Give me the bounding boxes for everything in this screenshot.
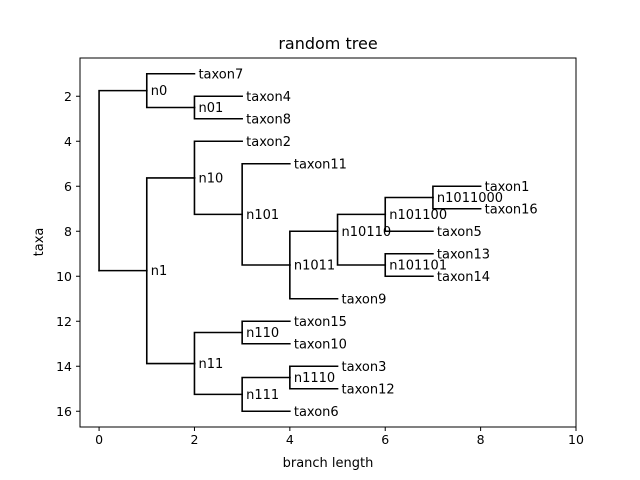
branch-n01-taxon8 (193, 106, 243, 120)
tree-edges (98, 72, 482, 413)
node-label-taxon8: taxon8 (246, 112, 291, 127)
node-label-n0: n0 (151, 84, 168, 99)
node-label-n10110: n10110 (342, 225, 392, 240)
branch-n101100-taxon5 (384, 213, 434, 233)
node-label-taxon6: taxon6 (294, 405, 339, 420)
node-label-taxon3: taxon3 (342, 360, 387, 375)
branch-n111-n1110 (241, 376, 291, 396)
branch-n1-n10 (145, 177, 196, 272)
branch-n1110-taxon12 (289, 376, 339, 390)
y-tick-label: 4 (64, 134, 72, 149)
x-tick-label: 10 (568, 432, 584, 447)
node-label-taxon4: taxon4 (246, 90, 291, 105)
plot-frame (79, 57, 577, 428)
branch-n101-taxon11 (241, 162, 291, 216)
node-label-n01: n01 (198, 101, 223, 116)
node-label-n101101: n101101 (389, 259, 447, 274)
y-axis-ticks: 2 4 6 8 10 12 14 16 (56, 89, 80, 419)
node-labels: n0 n1 n01 n10 n11 n101 n110 n111 n1011 n1110 n1011… (151, 67, 538, 420)
y-tick-label: 12 (56, 314, 72, 329)
node-label-taxon2: taxon2 (246, 135, 291, 150)
y-tick-label: 14 (56, 359, 72, 374)
branch-n0-taxon7 (145, 72, 196, 92)
branch-n10110-n101101 (336, 230, 387, 266)
x-axis-ticks: 0 2 4 6 8 10 (95, 427, 584, 447)
branch-n1011-n10110 (289, 230, 339, 266)
branch-n1-n11 (145, 269, 196, 365)
x-tick-label: 4 (286, 432, 294, 447)
node-label-taxon10: taxon10 (294, 337, 347, 352)
node-label-taxon12: taxon12 (342, 382, 395, 397)
branch-n111-taxon6 (241, 393, 291, 413)
branch-n101100-n1011000 (384, 196, 434, 216)
branch-n1011-taxon9 (289, 264, 339, 300)
x-tick-label: 0 (95, 432, 103, 447)
node-label-n1011: n1011 (294, 259, 335, 274)
y-tick-label: 6 (64, 179, 72, 194)
x-tick-label: 8 (477, 432, 485, 447)
branch-root-n0 (98, 89, 148, 272)
node-label-n111: n111 (246, 388, 279, 403)
y-axis-label: taxa (32, 228, 47, 257)
branch-n01-taxon4 (193, 95, 243, 109)
node-label-taxon5: taxon5 (437, 225, 482, 240)
node-label-n11: n11 (198, 357, 223, 372)
node-label-taxon15: taxon15 (294, 315, 347, 330)
node-label-n101100: n101100 (389, 208, 447, 223)
node-label-n10: n10 (198, 171, 223, 186)
branch-n1110-taxon3 (289, 365, 339, 379)
y-tick-label: 8 (64, 224, 72, 239)
node-label-taxon14: taxon14 (437, 270, 490, 285)
branch-n110-taxon15 (241, 320, 291, 334)
x-axis-label: branch length (283, 456, 374, 471)
node-label-taxon11: taxon11 (294, 157, 347, 172)
branch-n101101-taxon13 (384, 252, 434, 266)
node-label-n101: n101 (246, 208, 279, 223)
branch-n101-n1011 (241, 213, 291, 266)
node-label-n1011000: n1011000 (437, 191, 503, 206)
node-label-taxon1: taxon1 (485, 180, 530, 195)
node-label-taxon13: taxon13 (437, 247, 490, 262)
branch-n101101-taxon14 (384, 264, 434, 278)
branch-n1011000-taxon1 (432, 185, 482, 199)
branch-n10110-n101100 (336, 213, 387, 233)
y-tick-label: 2 (64, 89, 72, 104)
node-label-n1110: n1110 (294, 371, 335, 386)
branch-n110-taxon10 (241, 331, 291, 345)
y-tick-label: 16 (56, 404, 72, 419)
branch-n11-n111 (193, 362, 243, 396)
branch-n0-n01 (145, 89, 196, 109)
branch-n1011000-taxon16 (432, 196, 482, 210)
node-label-n1: n1 (151, 264, 168, 279)
node-label-taxon9: taxon9 (342, 292, 387, 307)
node-label-n110: n110 (246, 326, 279, 341)
x-tick-label: 2 (190, 432, 198, 447)
chart-title: random tree (278, 34, 377, 53)
x-tick-label: 6 (381, 432, 389, 447)
branch-n10-n101 (193, 177, 243, 216)
y-tick-label: 10 (56, 269, 72, 284)
branch-n10-taxon2 (193, 140, 243, 179)
branch-n11-n110 (193, 331, 243, 365)
node-label-taxon16: taxon16 (485, 202, 538, 217)
node-label-taxon7: taxon7 (198, 67, 243, 82)
